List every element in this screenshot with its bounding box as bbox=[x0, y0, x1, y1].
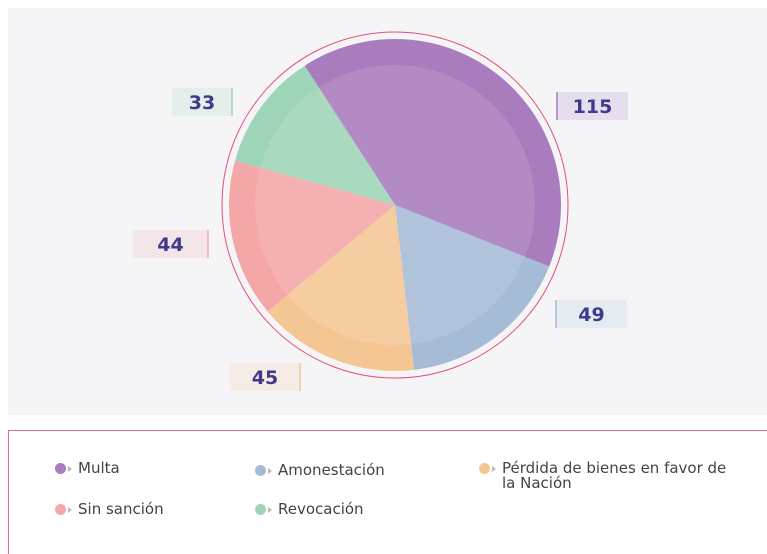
pie-slice bbox=[395, 205, 550, 370]
legend-label: Multa bbox=[78, 459, 120, 477]
legend-item: Multa bbox=[55, 461, 120, 476]
legend-swatch bbox=[479, 463, 496, 474]
legend-item: Revocación bbox=[255, 502, 364, 517]
label-box bbox=[230, 363, 300, 391]
pie-slice bbox=[304, 39, 561, 267]
label-box bbox=[557, 92, 628, 120]
pie-slice bbox=[229, 160, 395, 312]
legend-label: Sin sanción bbox=[78, 500, 164, 518]
pie-slice bbox=[235, 65, 395, 205]
data-label: 33 bbox=[189, 92, 215, 114]
legend-item: Sin sanción bbox=[55, 502, 164, 517]
label-box bbox=[556, 300, 627, 328]
legend-swatch bbox=[255, 504, 272, 515]
legend-item: Amonestación bbox=[255, 463, 385, 478]
data-label: 44 bbox=[157, 234, 183, 256]
legend-label: Pérdida de bienes en favor de la Nación bbox=[502, 459, 727, 492]
legend-swatch bbox=[255, 465, 272, 476]
data-label: 115 bbox=[573, 96, 613, 118]
data-label: 49 bbox=[578, 304, 604, 326]
data-label: 45 bbox=[252, 367, 278, 389]
label-box bbox=[172, 88, 232, 116]
legend-swatch bbox=[55, 504, 72, 515]
outer-ring bbox=[221, 31, 569, 379]
legend: Multa Amonestación Pérdida de bienes en fa… bbox=[8, 430, 767, 554]
legend-label: Revocación bbox=[278, 500, 364, 518]
legend-swatch bbox=[55, 463, 72, 474]
chart: 115 49 45 44 33 bbox=[133, 31, 628, 391]
label-box bbox=[133, 230, 208, 258]
pie-slice bbox=[267, 205, 414, 371]
legend-item: Pérdida de bienes en favor de la Nación bbox=[479, 461, 739, 491]
legend-label: Amonestación bbox=[278, 461, 385, 479]
inner-highlight bbox=[255, 65, 535, 345]
